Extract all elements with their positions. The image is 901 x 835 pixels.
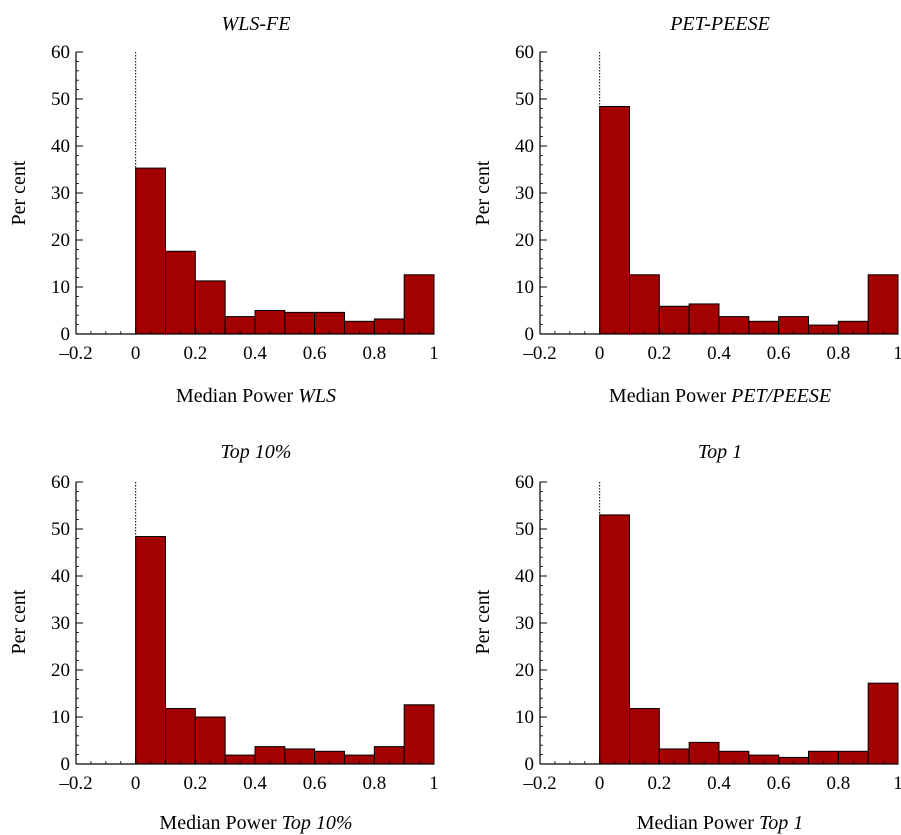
x-tick-label: 0.6 <box>767 343 791 364</box>
x-tick-label: 0.2 <box>183 343 207 364</box>
x-tick-label: 0.6 <box>303 343 327 364</box>
y-tick-label: 0 <box>61 324 71 345</box>
histogram-bar <box>403 274 435 335</box>
histogram-bar <box>599 106 631 335</box>
histogram-bar <box>314 311 345 335</box>
histogram-bar <box>629 274 660 335</box>
x-tick-label: 1 <box>893 773 901 794</box>
y-axis-label: Per cent <box>472 160 494 225</box>
x-tick-label: 0.8 <box>362 773 386 794</box>
y-tick-label: 30 <box>515 183 534 204</box>
histogram-bar <box>194 716 226 765</box>
x-axis-label: Median Power Top 10% <box>159 812 352 834</box>
y-tick-label: 60 <box>51 472 70 493</box>
x-tick-label: –0.2 <box>522 343 556 364</box>
histogram-bar <box>135 536 167 765</box>
x-tick-label: 0 <box>131 773 141 794</box>
y-tick-label: 60 <box>515 472 534 493</box>
x-tick-label: 0.2 <box>183 773 207 794</box>
x-tick-label: 0 <box>595 343 605 364</box>
x-tick-label: 0.6 <box>303 773 327 794</box>
panel-top-10: Top 10% Median Power Top 10% Per cent 0 1… <box>8 441 439 834</box>
x-tick-label: –0.2 <box>58 343 92 364</box>
histogram-bar <box>165 708 196 765</box>
x-tick-label: 0.8 <box>826 343 850 364</box>
x-tick-label: 0 <box>131 343 141 364</box>
histogram-bar <box>629 708 660 765</box>
panel-title: PET-PEESE <box>669 13 770 35</box>
histogram-bar <box>254 310 286 335</box>
y-tick-label: 20 <box>51 660 70 681</box>
panel-title: Top 1 <box>698 441 742 463</box>
y-tick-label: 20 <box>51 230 70 251</box>
y-tick-label: 0 <box>525 754 535 775</box>
histogram-bar <box>599 514 631 765</box>
y-axis-label: Per cent <box>8 160 30 225</box>
histogram-bar <box>688 741 720 765</box>
panel-top-1: Top 1 Median Power Top 1 Per cent 010203… <box>472 441 901 834</box>
histogram-bar <box>688 303 720 335</box>
x-tick-label: 1 <box>893 343 901 364</box>
y-tick-label: 50 <box>51 519 70 540</box>
y-tick-label: 40 <box>515 566 534 587</box>
x-tick-label: 0.4 <box>707 773 731 794</box>
y-tick-label: 40 <box>51 136 70 157</box>
histogram-bar <box>165 250 196 335</box>
x-tick-label: 0.6 <box>767 773 791 794</box>
x-tick-label: 1 <box>429 343 439 364</box>
panel-pet-peese: PET-PEESE Median Power PET/PEESE Per cen… <box>472 13 901 407</box>
y-tick-label: 40 <box>51 566 70 587</box>
x-tick-label: 0.4 <box>243 773 267 794</box>
x-tick-label: –0.2 <box>522 773 556 794</box>
y-tick-label: 10 <box>515 277 534 298</box>
x-tick-label: 0.2 <box>647 773 671 794</box>
x-axis-label: Median Power PET/PEESE <box>609 385 831 407</box>
y-tick-label: 0 <box>61 754 71 775</box>
y-tick-label: 20 <box>515 230 534 251</box>
y-tick-label: 20 <box>515 660 534 681</box>
x-tick-label: 0.2 <box>647 343 671 364</box>
x-tick-label: 0.4 <box>243 343 267 364</box>
histogram-bar <box>403 704 435 765</box>
x-tick-label: 0.8 <box>826 773 850 794</box>
y-tick-label: 30 <box>515 613 534 634</box>
histogram-bar <box>194 280 226 335</box>
y-tick-label: 0 <box>525 324 535 345</box>
x-axis-label: Median Power WLS <box>176 385 336 407</box>
x-axis-label: Median Power Top 1 <box>637 812 804 834</box>
y-tick-label: 50 <box>515 89 534 110</box>
x-tick-label: 1 <box>429 773 439 794</box>
y-tick-label: 40 <box>515 136 534 157</box>
y-tick-label: 10 <box>51 707 70 728</box>
y-tick-label: 60 <box>515 42 534 63</box>
y-tick-label: 50 <box>51 89 70 110</box>
y-axis-label: Per cent <box>8 589 30 654</box>
panel-title: WLS-FE <box>222 13 291 35</box>
y-tick-label: 10 <box>51 277 70 298</box>
histogram-bar <box>135 167 167 335</box>
panel-wls-fe: WLS-FE Median Power WLS Per cent 0102030… <box>8 13 439 407</box>
y-tick-label: 60 <box>51 42 70 63</box>
x-tick-label: 0 <box>595 773 605 794</box>
y-tick-label: 50 <box>515 519 534 540</box>
x-tick-label: 0.8 <box>362 343 386 364</box>
histogram-bar <box>284 311 316 335</box>
histogram-bar <box>867 274 899 335</box>
x-tick-label: –0.2 <box>58 773 92 794</box>
y-tick-label: 30 <box>51 183 70 204</box>
panel-title: Top 10% <box>221 441 292 463</box>
x-tick-label: 0.4 <box>707 343 731 364</box>
y-tick-label: 10 <box>515 707 534 728</box>
y-axis-label: Per cent <box>472 589 494 654</box>
histogram-bar <box>867 682 899 765</box>
y-tick-label: 30 <box>51 613 70 634</box>
histogram-bar <box>658 305 690 335</box>
